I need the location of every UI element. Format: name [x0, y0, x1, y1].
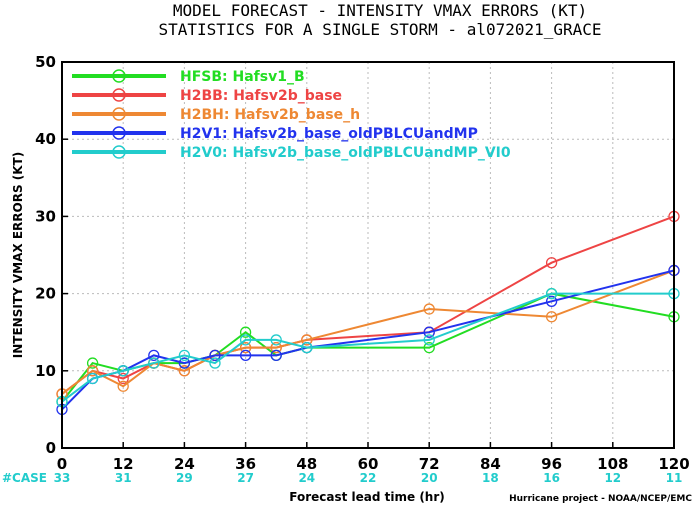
- chart-subtitle: STATISTICS FOR A SINGLE STORM - al072021…: [158, 20, 601, 39]
- data-point: [545, 287, 558, 300]
- legend-label: HFSB: Hafsv1_B: [180, 69, 305, 85]
- legend: HFSB: Hafsv1_B H2BB: Hafsv2b_base H2BH: Ha…: [72, 69, 511, 161]
- data-point: [178, 357, 191, 369]
- data-point: [270, 341, 282, 354]
- case-count: 29: [176, 471, 193, 485]
- data-point: [148, 357, 160, 369]
- data-point: [117, 365, 129, 377]
- data-point: [148, 349, 160, 362]
- data-point: [545, 311, 558, 323]
- credit-text: Hurricane project - NOAA/NCEP/EMC: [509, 494, 692, 504]
- chart-title: MODEL FORECAST - INTENSITY VMAX ERRORS (…: [173, 1, 587, 20]
- y-tick-label: 0: [46, 439, 56, 457]
- data-point: [270, 349, 282, 362]
- data-point: [423, 334, 435, 346]
- data-point: [178, 365, 191, 377]
- x-tick-label: 108: [597, 455, 628, 473]
- grid: [62, 62, 674, 448]
- data-point: [86, 372, 99, 385]
- data-point: [545, 295, 558, 307]
- data-point: [301, 341, 313, 354]
- case-count: 12: [604, 471, 621, 485]
- legend-marker: [112, 88, 126, 102]
- x-tick-label: 0: [57, 455, 67, 473]
- y-tick-label: 20: [35, 285, 56, 303]
- legend-marker: [112, 145, 126, 159]
- x-axis-label: Forecast lead time (hr): [289, 490, 445, 504]
- data-point: [423, 326, 435, 338]
- x-tick-label: 48: [296, 455, 317, 473]
- data-point: [423, 303, 435, 315]
- y-axis-label: INTENSITY VMAX ERRORS (KT): [11, 152, 25, 358]
- x-tick-label: 60: [358, 455, 379, 473]
- legend-label: H2V0: Hafsv2b_base_oldPBLCUandMP_VI0: [180, 145, 511, 161]
- x-tick-label: 36: [235, 455, 256, 473]
- y-tick-label: 30: [35, 207, 56, 225]
- axes: 0 12 24 36 48 60 72 84 96 108 120 0 10 20 30 40 50: [35, 53, 690, 473]
- x-tick-label: 12: [113, 455, 134, 473]
- legend-label: H2V1: Hafsv2b_base_oldPBLCUandMP: [180, 126, 478, 142]
- data-point: [239, 334, 252, 346]
- data-point: [239, 349, 252, 362]
- data-point: [117, 372, 129, 385]
- case-count: 22: [360, 471, 377, 485]
- y-tick-label: 50: [35, 53, 56, 71]
- case-count: 11: [666, 471, 683, 485]
- y-tick-label: 10: [35, 362, 56, 380]
- case-count: 31: [115, 471, 132, 485]
- data-point: [86, 357, 99, 369]
- data-point: [270, 334, 282, 346]
- case-count: 24: [298, 471, 315, 485]
- data-point: [86, 365, 99, 377]
- data-point: [545, 257, 558, 269]
- x-tick-label: 120: [658, 455, 689, 473]
- data-point: [239, 341, 252, 354]
- data-point: [209, 357, 221, 369]
- case-counts: #CASE 33 31 29 27 24 22 20 18 16 12 11: [2, 471, 682, 485]
- plot-frame: [61, 61, 675, 449]
- case-count: 16: [543, 471, 560, 485]
- y-tick-label: 40: [35, 130, 56, 148]
- data-point: [423, 341, 435, 354]
- x-tick-label: 24: [174, 455, 195, 473]
- data-point: [239, 326, 252, 338]
- case-count: 33: [54, 471, 71, 485]
- legend-label: H2BB: Hafsv2b_base: [180, 88, 342, 104]
- case-count: 18: [482, 471, 499, 485]
- series-line: [61, 292, 675, 403]
- legend-marker: [112, 126, 126, 140]
- case-count: 20: [421, 471, 438, 485]
- data-point: [117, 380, 129, 392]
- case-count: 27: [237, 471, 254, 485]
- legend-marker: [112, 107, 126, 121]
- legend-marker: [112, 69, 126, 83]
- legend-label: H2BH: Hafsv2b_base_h: [180, 107, 360, 123]
- data-point: [301, 334, 313, 346]
- x-tick-label: 72: [419, 455, 440, 473]
- data-point: [178, 349, 191, 362]
- case-label: #CASE: [2, 471, 47, 485]
- x-tick-label: 96: [541, 455, 562, 473]
- x-tick-label: 84: [480, 455, 501, 473]
- data-point: [209, 349, 221, 362]
